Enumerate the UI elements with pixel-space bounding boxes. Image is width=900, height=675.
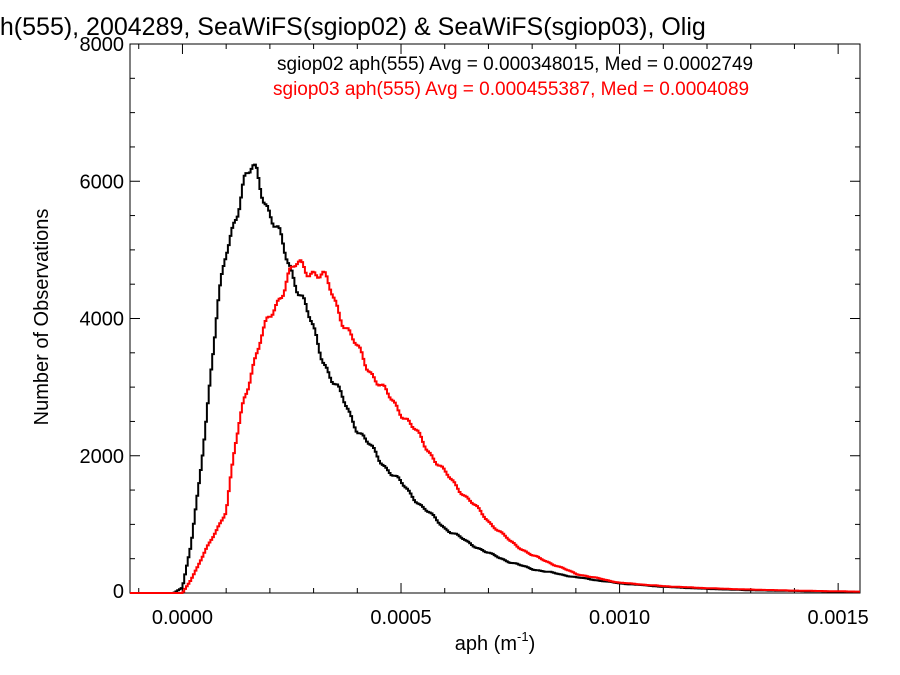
y-axis-ticks: 0 2000 4000 6000 8000: [80, 34, 860, 603]
x-axis-title-suffix: ): [529, 633, 536, 655]
x-tick-label: 0.0015: [808, 607, 869, 629]
series-layer: [130, 163, 861, 594]
y-tick-label: 6000: [80, 171, 125, 193]
chart-title: ph(555), 2004289, SeaWiFS(sgiop02) & Sea…: [0, 13, 706, 41]
y-tick-label: 4000: [80, 309, 125, 331]
y-axis-title: Number of Observations: [31, 209, 53, 426]
x-tick-label: 0.0000: [152, 607, 213, 629]
y-tick-label: 8000: [80, 34, 125, 56]
x-axis-title: aph (m-1): [455, 629, 535, 655]
x-axis-ticks: 0.0000 0.0005 0.0010 0.0015: [138, 44, 869, 629]
x-tick-label: 0.0010: [589, 607, 650, 629]
x-axis-title-superscript: -1: [517, 629, 529, 644]
legend-entry-sgiop03: sgiop03 aph(555) Avg = 0.000455387, Med …: [273, 79, 749, 100]
x-tick-label: 0.0005: [370, 607, 431, 629]
x-axis-title-text: aph (m: [455, 633, 517, 655]
y-tick-label: 0: [113, 581, 124, 603]
series-line-1: [130, 259, 860, 594]
plot-frame: [129, 43, 861, 594]
legend-entry-sgiop02: sgiop02 aph(555) Avg = 0.000348015, Med …: [277, 54, 753, 75]
y-tick-label: 2000: [80, 446, 125, 468]
